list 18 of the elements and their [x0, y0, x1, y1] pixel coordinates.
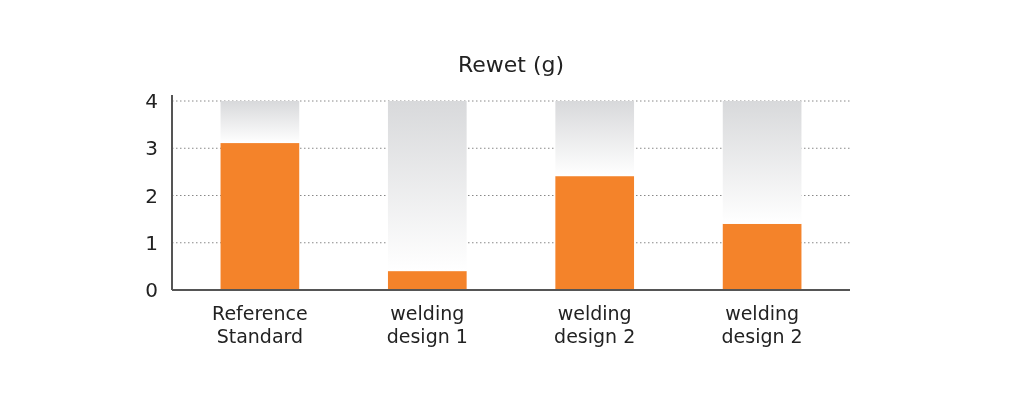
- bar: [220, 101, 300, 144]
- x-tick-label: Reference Standard: [212, 302, 308, 347]
- bar: [387, 271, 467, 290]
- bar: [555, 101, 635, 177]
- bar: [722, 223, 802, 290]
- x-tick-label: welding design 2: [554, 302, 636, 347]
- bar: [387, 101, 467, 272]
- bar: [220, 143, 300, 290]
- y-tick-label: 2: [145, 183, 158, 208]
- bar: [722, 101, 802, 224]
- x-tick-label: welding design 1: [386, 302, 468, 347]
- y-tick-label: 1: [145, 230, 158, 255]
- y-tick-label: 4: [145, 89, 158, 113]
- y-tick-label: 3: [145, 136, 158, 161]
- bar: [555, 176, 635, 290]
- y-tick-label: 0: [145, 278, 158, 302]
- chart-title: Rewet (g): [457, 52, 565, 77]
- x-tick-label: welding design 2: [721, 302, 803, 347]
